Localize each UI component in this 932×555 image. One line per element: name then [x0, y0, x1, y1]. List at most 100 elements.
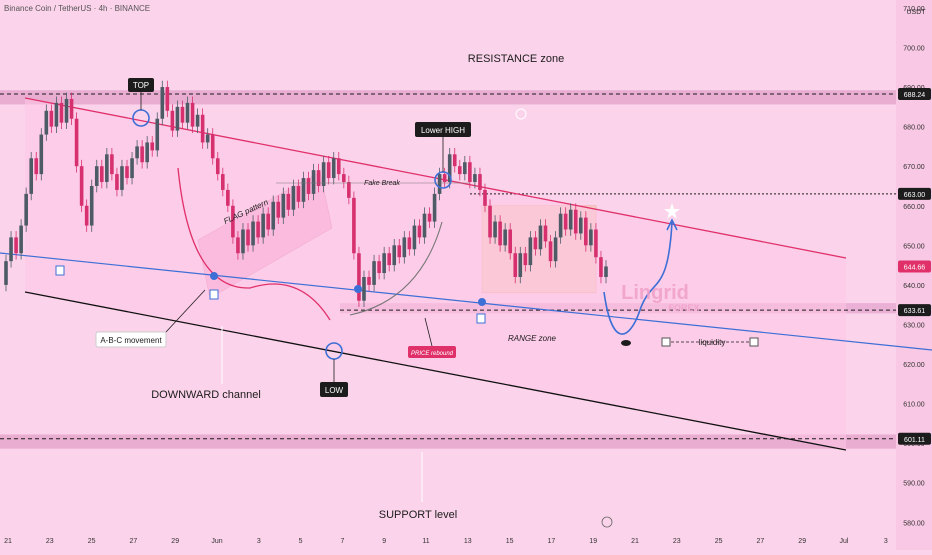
x-tick-19: 29 [798, 538, 806, 545]
support-level-label: SUPPORT level [379, 509, 457, 521]
candle-body-90 [452, 154, 457, 167]
candle-body-77 [387, 253, 391, 266]
marker-2 [209, 289, 219, 300]
x-tick-0: 21 [4, 538, 12, 545]
x-tick-13: 17 [548, 538, 556, 545]
abc-point-a [210, 272, 218, 280]
annotations-layer [55, 92, 759, 528]
fake-break-label: Fake Break [364, 180, 400, 187]
y-tick-7: 640.00 [903, 283, 925, 290]
candle-body-27 [135, 146, 139, 159]
price-tag-4: 601.11 [904, 437, 925, 444]
price-tag-1: 663.00 [904, 192, 926, 199]
price-tag-bg-4 [898, 432, 931, 445]
candles-layer [4, 80, 608, 308]
candle-body-19 [94, 166, 99, 186]
candle-body-34 [170, 110, 175, 131]
x-tick-2: 25 [88, 538, 96, 545]
candle-body-116 [584, 217, 588, 246]
candle-body-42 [210, 134, 215, 159]
candle-body-24 [120, 166, 124, 190]
x-tick-1: 23 [46, 538, 54, 545]
candle-body-115 [578, 217, 583, 234]
candle-body-49 [246, 229, 250, 246]
candle-body-104 [523, 253, 528, 266]
currency-label: USDT [906, 9, 926, 16]
low-label: LOW [320, 382, 348, 397]
candle-body-22 [110, 154, 114, 175]
svg-text:LOW: LOW [325, 386, 344, 395]
candle-body-119 [599, 257, 603, 277]
x-tick-10: 11 [422, 538, 429, 545]
marker-1 [55, 265, 65, 276]
candle-body-109 [548, 241, 553, 262]
price-axis-background [896, 0, 932, 550]
candle-body-26 [130, 158, 134, 179]
candle-body-31 [155, 118, 160, 151]
abc-arc [177, 167, 331, 321]
liquidity-check-right [749, 337, 759, 347]
candle-body-4 [19, 225, 23, 254]
resistance-zone-label: RESISTANCE zone [468, 53, 564, 65]
candle-body-8 [39, 134, 44, 175]
candle-body-33 [165, 87, 170, 111]
candle-body-52 [261, 213, 265, 238]
candle-body-13 [64, 98, 69, 123]
svg-text:A-B-C movement: A-B-C movement [100, 336, 162, 345]
candle-body-120 [604, 266, 608, 277]
candle-body-61 [306, 178, 311, 194]
range-zone-label: RANGE zone [508, 334, 557, 343]
candle-body-10 [49, 110, 54, 127]
candle-body-62 [311, 170, 316, 194]
candle-body-85 [427, 213, 432, 222]
candle-body-111 [558, 213, 563, 238]
price-tags-layer: 688.24 663.00 644.66 633.61 601.11 [898, 88, 931, 445]
candle-body-2 [9, 237, 13, 262]
resistance-band [0, 90, 896, 105]
candle-body-105 [528, 237, 533, 266]
candle-body-107 [538, 225, 543, 250]
candle-body-96 [483, 189, 487, 206]
candle-body-112 [563, 213, 568, 230]
candle-body-53 [266, 213, 270, 230]
candle-body-88 [442, 174, 447, 183]
abc-pointer [165, 289, 206, 333]
lightning-icon [601, 516, 613, 528]
x-tick-20: Jul [840, 538, 849, 545]
candle-body-54 [271, 201, 276, 230]
candle-body-78 [392, 245, 397, 266]
price-tag-bg-3 [898, 304, 931, 317]
x-tick-9: 9 [382, 538, 386, 545]
price-tag-bg-2 [898, 260, 931, 273]
watermark-main: Lingrid [621, 282, 689, 304]
abc-point-b [354, 285, 362, 293]
range-point [478, 298, 486, 306]
candle-body-14 [69, 98, 74, 119]
price-axis: 710.00700.00690.00680.00670.00660.00650.… [903, 6, 925, 527]
watermark-sub: FOREX [668, 303, 699, 313]
liquidity-check-left [661, 337, 671, 347]
candle-body-94 [473, 174, 477, 183]
svg-text:Lower HIGH: Lower HIGH [421, 126, 465, 135]
projection-arrowhead [666, 218, 678, 231]
candle-body-3 [14, 237, 18, 254]
svg-text:TOP: TOP [133, 81, 149, 90]
rebound-arc [349, 221, 443, 316]
candle-body-29 [145, 142, 149, 163]
price-tag-0: 688.24 [904, 92, 926, 99]
x-tick-15: 21 [631, 538, 639, 545]
candle-body-17 [84, 205, 89, 226]
candle-body-41 [205, 134, 210, 143]
candle-body-84 [422, 213, 427, 238]
candle-body-15 [74, 118, 79, 167]
x-tick-3: 27 [130, 538, 138, 545]
candle-body-72 [362, 276, 366, 301]
symbol-title: Binance Coin / TetherUS · 4h · BINANCE [4, 4, 151, 13]
candle-body-51 [256, 221, 260, 238]
candle-body-1 [4, 261, 8, 285]
svg-text:PRICE rebound: PRICE rebound [411, 351, 454, 357]
candle-body-83 [417, 225, 422, 238]
y-tick-0: 710.00 [903, 6, 925, 13]
candle-body-48 [241, 229, 245, 254]
